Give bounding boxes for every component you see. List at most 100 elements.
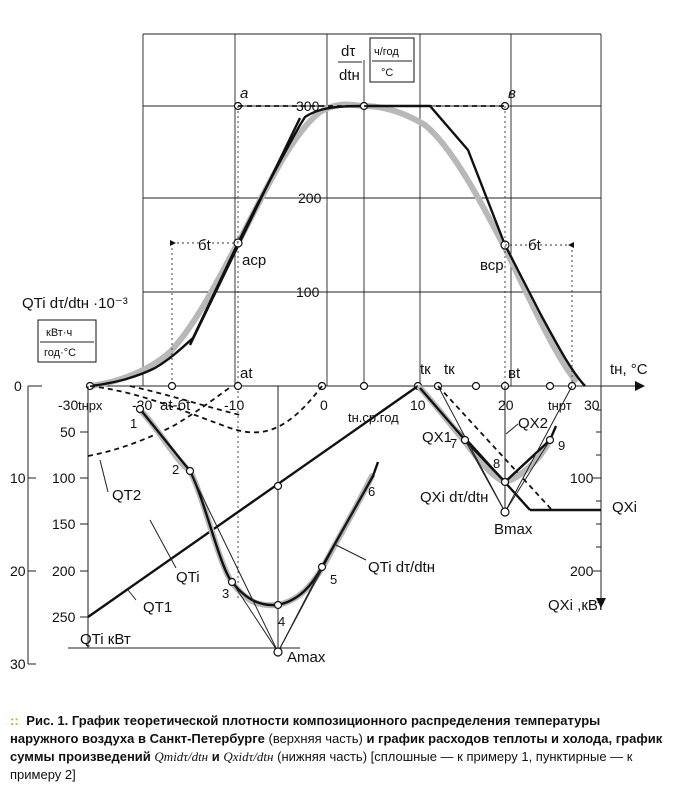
- t-mean-point: [359, 381, 369, 391]
- QT1-line: [87, 385, 419, 618]
- QX1-label: QX1: [422, 429, 452, 446]
- figure: 300 200 100 dτ dtн ч/год °C tн, °C a в a…: [10, 33, 648, 672]
- QT1-label: QT1: [143, 599, 172, 616]
- point-9: [545, 435, 555, 445]
- product-tick-0: 0: [14, 378, 22, 394]
- temp-tick-0: 0: [320, 397, 328, 413]
- heat-tick-150: 150: [52, 516, 76, 532]
- svg-text:ч/год: ч/год: [374, 46, 399, 58]
- QXi-label: QXi: [612, 499, 637, 516]
- QT1-leader: [127, 589, 137, 601]
- figure-caption: :: Рис. 1. График теоретической плотност…: [10, 712, 670, 784]
- at-point: [233, 381, 243, 391]
- temp-axis-label: tн, °C: [610, 361, 648, 378]
- svg-text:dτ: dτ: [341, 43, 355, 60]
- chart-svg: 300 200 100 dτ dtн ч/год °C tн, °C a в a…: [10, 33, 648, 672]
- caption-bullet: ::: [10, 713, 19, 728]
- caption-and: и: [211, 749, 220, 764]
- svg-text:dtн: dtн: [339, 67, 360, 84]
- QTi-product-curve: [139, 408, 380, 607]
- label-a-t: at: [240, 365, 253, 382]
- point-2-label: 2: [172, 462, 179, 477]
- at-sigma-point: [167, 381, 177, 391]
- heat-axis-label: QTi кВт: [80, 631, 131, 648]
- heat-tick-100: 100: [52, 470, 76, 486]
- A-max-point: [273, 647, 283, 657]
- example2-heat-curve: [89, 385, 323, 434]
- density-tick-300: 300: [296, 98, 320, 114]
- temp-tick-m10: -10: [224, 397, 244, 413]
- top-grid: [142, 33, 602, 386]
- point-3-label: 3: [222, 586, 229, 601]
- QX2-leader: [505, 423, 519, 435]
- caption-mid: и график расходов теплоты и холода, граф…: [10, 731, 663, 764]
- cold-axis: [593, 386, 606, 608]
- point-1: [135, 404, 145, 414]
- A-max-label: Amax: [287, 649, 326, 666]
- point-3: [227, 577, 237, 587]
- product-tick-20: 20: [10, 563, 26, 579]
- heat-tick-250: 250: [52, 609, 76, 625]
- temp-tick-20: 20: [498, 397, 514, 413]
- label-tk1: tк: [420, 361, 431, 378]
- cold-axis-label: QXi ,кВт: [548, 597, 604, 614]
- density-tick-200: 200: [298, 190, 322, 206]
- label-b-sr: вср: [480, 257, 504, 274]
- point-4: [273, 600, 283, 610]
- point-4-label: 4: [278, 614, 285, 629]
- QT2-line: [87, 385, 233, 457]
- temp-tick-30: 30: [584, 397, 600, 413]
- temp-tick-m30: -30: [58, 397, 78, 413]
- left-axes: [27, 385, 300, 665]
- mid-heat-point: [273, 481, 283, 491]
- caption-title: График теоретической плотности композици…: [10, 713, 601, 746]
- label-b: в: [508, 85, 516, 102]
- QTi-prod-label: QTi dτ/dtн: [368, 559, 435, 576]
- QTi-label: QTi: [176, 569, 200, 586]
- product-tick-30: 30: [10, 656, 26, 672]
- B-max-label: Bmax: [494, 521, 533, 538]
- label-sigma-right: бt: [528, 237, 542, 254]
- label-b-t: вt: [508, 365, 521, 382]
- density-tick-100: 100: [296, 284, 320, 300]
- point-5: [317, 562, 327, 572]
- QX2-label: QX2: [518, 415, 548, 432]
- product-tick-10: 10: [10, 470, 26, 486]
- label-a: a: [240, 85, 248, 102]
- point-7-label: 7: [450, 436, 457, 451]
- left-axis-label: QTi dτ/dtн ·10⁻³ кВт·ч год·°C: [22, 295, 128, 363]
- B-max-construction: [437, 385, 573, 513]
- QT2-label: QT2: [112, 487, 141, 504]
- B-max-point: [500, 507, 510, 517]
- label-tk2: tк: [444, 361, 455, 378]
- svg-text:QTi dτ/dtн ·10⁻³: QTi dτ/dtн ·10⁻³: [22, 295, 128, 312]
- QXi-prod-label: QXi dτ/dtн: [420, 489, 488, 506]
- heat-tick-50: 50: [60, 424, 76, 440]
- caption-note-2: (нижняя часть) [сплошные — к примеру 1, …: [10, 749, 633, 782]
- caption-expr-2: Qхidτ/dtн: [223, 749, 274, 764]
- cold-tick-100: 100: [570, 470, 594, 486]
- point-5-label: 5: [330, 572, 337, 587]
- label-at-sigma: at-бt: [160, 397, 191, 414]
- point-7: [460, 435, 470, 445]
- point-8-label: 8: [493, 456, 500, 471]
- QT2-leader: [99, 459, 109, 493]
- density-tangent-left: [188, 117, 302, 346]
- point-1-label: 1: [130, 416, 137, 431]
- svg-text:°C: °C: [381, 67, 393, 79]
- svg-text:кВт·ч: кВт·ч: [46, 327, 72, 339]
- point-9-label: 9: [558, 438, 565, 453]
- label-t-nrt: tнрт: [548, 398, 572, 413]
- svg-text:год·°C: год·°C: [44, 347, 76, 359]
- label-t-nrkh: tнрх: [78, 398, 103, 413]
- temp-tick-10: 10: [410, 397, 426, 413]
- caption-note-1: (верхняя часть): [268, 731, 363, 746]
- point-8: [500, 477, 510, 487]
- heat-tick-200: 200: [52, 563, 76, 579]
- point-6-label: 6: [368, 484, 375, 499]
- cold-tick-200: 200: [570, 563, 594, 579]
- QTi-prod-leader: [335, 544, 367, 561]
- caption-expr-1: Qтidτ/dtн: [154, 749, 209, 764]
- mid-cold-point: [471, 381, 481, 391]
- QX2-line: [437, 385, 553, 511]
